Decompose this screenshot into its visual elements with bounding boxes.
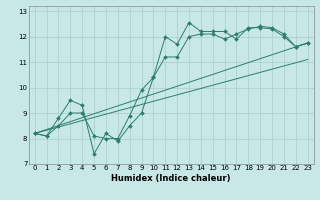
X-axis label: Humidex (Indice chaleur): Humidex (Indice chaleur) <box>111 174 231 183</box>
